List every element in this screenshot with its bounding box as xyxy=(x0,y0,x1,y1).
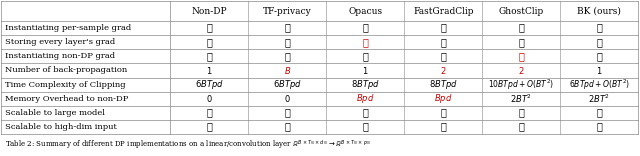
Text: $B$: $B$ xyxy=(284,65,291,76)
Text: $6BTpd$: $6BTpd$ xyxy=(273,78,301,91)
Text: ✗: ✗ xyxy=(206,24,212,33)
Text: $0$: $0$ xyxy=(206,93,212,104)
Text: FastGradClip: FastGradClip xyxy=(413,7,474,16)
Text: $2BT^2$: $2BT^2$ xyxy=(588,93,611,105)
Text: Non-DP: Non-DP xyxy=(191,7,227,16)
Text: ✓: ✓ xyxy=(206,52,212,61)
Text: Scalable to large model: Scalable to large model xyxy=(4,109,104,117)
Text: ✗: ✗ xyxy=(596,38,602,47)
Text: ✓: ✓ xyxy=(206,122,212,132)
Text: ✓: ✓ xyxy=(440,122,446,132)
Text: $1$: $1$ xyxy=(596,65,603,76)
Text: GhostClip: GhostClip xyxy=(499,7,544,16)
Text: TF-privacy: TF-privacy xyxy=(263,7,312,16)
Text: ✗: ✗ xyxy=(440,38,446,47)
Text: ✗: ✗ xyxy=(518,24,524,33)
Text: $2$: $2$ xyxy=(518,65,525,76)
Text: ✗: ✗ xyxy=(284,122,290,132)
Text: $2$: $2$ xyxy=(440,65,447,76)
Text: ✓: ✓ xyxy=(206,108,212,117)
Text: ✓: ✓ xyxy=(362,52,368,61)
Text: Number of back-propagation: Number of back-propagation xyxy=(4,66,127,74)
Text: ✗: ✗ xyxy=(362,108,368,117)
Text: ✓: ✓ xyxy=(362,122,368,132)
Text: ✓: ✓ xyxy=(596,122,602,132)
Text: $2BT^2$: $2BT^2$ xyxy=(510,93,532,105)
Text: $Bpd$: $Bpd$ xyxy=(434,92,452,105)
Text: Time Complexity of Clipping: Time Complexity of Clipping xyxy=(4,81,125,89)
Text: Memory Overhead to non-DP: Memory Overhead to non-DP xyxy=(4,95,128,103)
Text: Instantiating non-DP grad: Instantiating non-DP grad xyxy=(4,52,115,60)
Text: ✗: ✗ xyxy=(596,52,602,61)
Text: $1$: $1$ xyxy=(362,65,369,76)
Text: ✓: ✓ xyxy=(284,52,290,61)
Text: $6BTpd$: $6BTpd$ xyxy=(195,78,223,91)
Text: $10BTpd+O(BT^2)$: $10BTpd+O(BT^2)$ xyxy=(488,77,554,92)
Text: ✗: ✗ xyxy=(440,108,446,117)
Text: ✗: ✗ xyxy=(284,108,290,117)
Text: ✓: ✓ xyxy=(362,38,368,47)
Text: ✓: ✓ xyxy=(518,52,524,61)
Text: ✗: ✗ xyxy=(206,38,212,47)
Text: ✓: ✓ xyxy=(596,108,602,117)
Text: $Bpd$: $Bpd$ xyxy=(356,92,374,105)
Text: ✗: ✗ xyxy=(440,52,446,61)
Text: $8BTpd$: $8BTpd$ xyxy=(429,78,458,91)
Text: ✓: ✓ xyxy=(518,108,524,117)
Text: Table 2: Summary of different DP implementations on a linear/convolution layer $: Table 2: Summary of different DP impleme… xyxy=(4,139,371,152)
Text: ✗: ✗ xyxy=(596,24,602,33)
Text: ✗: ✗ xyxy=(518,122,524,132)
Text: ✓: ✓ xyxy=(440,24,446,33)
Text: $8BTpd$: $8BTpd$ xyxy=(351,78,380,91)
Text: $0$: $0$ xyxy=(284,93,291,104)
Text: Opacus: Opacus xyxy=(348,7,382,16)
Text: ✓: ✓ xyxy=(362,24,368,33)
Text: Instantiating per-sample grad: Instantiating per-sample grad xyxy=(4,24,131,32)
Text: ✗: ✗ xyxy=(284,38,290,47)
Text: $6BTpd+O(BT^2)$: $6BTpd+O(BT^2)$ xyxy=(569,77,630,92)
Text: Storing every layer's grad: Storing every layer's grad xyxy=(4,38,115,46)
Text: $1$: $1$ xyxy=(206,65,212,76)
Text: Scalable to high-dim input: Scalable to high-dim input xyxy=(4,123,116,131)
Text: ✗: ✗ xyxy=(518,38,524,47)
Text: ✓: ✓ xyxy=(284,24,290,33)
Text: BK (ours): BK (ours) xyxy=(577,7,621,16)
